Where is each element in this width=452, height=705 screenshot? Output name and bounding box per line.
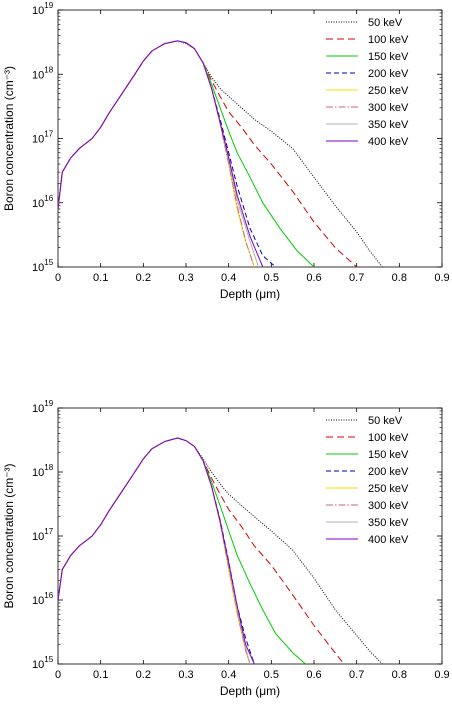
x-tick-label: 0.3 bbox=[178, 669, 193, 681]
legend-label: 350 keV bbox=[368, 517, 409, 529]
series-line-150-kev bbox=[58, 40, 315, 267]
y-tick-label: 1019 bbox=[32, 399, 54, 415]
legend: 50 keV 100 keV 150 keV 200 keV 250 keV 300 ke… bbox=[326, 415, 409, 546]
series-line-250-kev bbox=[58, 437, 251, 664]
y-tick-label: 1018 bbox=[32, 463, 54, 479]
series-line-300-kev bbox=[58, 40, 255, 267]
y-axis-title: Boron concentration (cm⁻³) bbox=[2, 463, 16, 608]
series-line-100-kev bbox=[58, 437, 345, 664]
legend-label: 350 keV bbox=[368, 119, 409, 131]
series-line-400-kev bbox=[58, 40, 264, 267]
y-axis-title: Boron concentration (cm⁻³) bbox=[2, 66, 16, 211]
x-tick-label: 0 bbox=[55, 272, 61, 284]
legend-label: 200 keV bbox=[368, 466, 409, 478]
y-tick-label: 1017 bbox=[32, 130, 54, 146]
x-axis-title: Depth (μm) bbox=[220, 287, 280, 301]
x-tick-label: 0.1 bbox=[93, 669, 108, 681]
series-line-400-kev bbox=[58, 437, 255, 664]
bottom-chart: 0 0.1 0.2 0.3 0.4 0.5 0.6 0.7 0.8 0.9 1015 1016 1017… bbox=[2, 399, 450, 698]
legend-label: 150 keV bbox=[368, 51, 409, 63]
legend-label: 300 keV bbox=[368, 102, 409, 114]
y-tick-label: 1018 bbox=[32, 65, 54, 81]
x-tick-label: 0.7 bbox=[349, 669, 364, 681]
legend-label: 200 keV bbox=[368, 68, 409, 80]
x-tick-label: 0.2 bbox=[136, 669, 151, 681]
x-tick-label: 0.8 bbox=[392, 669, 407, 681]
series-line-250-kev bbox=[58, 40, 255, 267]
x-tick-label: 0.9 bbox=[434, 669, 449, 681]
x-tick-label: 0.6 bbox=[306, 669, 321, 681]
series-line-200-kev bbox=[58, 40, 276, 267]
x-axis-title: Depth (μm) bbox=[220, 684, 280, 698]
x-tick-label: 0.6 bbox=[306, 272, 321, 284]
legend-label: 50 keV bbox=[368, 415, 403, 427]
series-line-350-kev bbox=[58, 40, 259, 267]
series-line-50-kev bbox=[58, 437, 383, 664]
legend-label: 250 keV bbox=[368, 483, 409, 495]
top-chart: 0 0.1 0.2 0.3 0.4 0.5 0.6 0.7 0.8 0.9 1015 1016 1017… bbox=[2, 1, 450, 301]
series-line-50-kev bbox=[58, 40, 383, 267]
x-tick-label: 0 bbox=[55, 669, 61, 681]
x-tick-label: 0.4 bbox=[221, 669, 236, 681]
series-group bbox=[58, 40, 383, 267]
x-tick-label: 0.9 bbox=[434, 272, 449, 284]
y-tick-label: 1016 bbox=[32, 591, 54, 607]
series-line-150-kev bbox=[58, 437, 306, 664]
legend-label: 100 keV bbox=[368, 432, 409, 444]
legend-label: 400 keV bbox=[368, 136, 409, 148]
x-tick-label: 0.3 bbox=[178, 272, 193, 284]
series-line-300-kev bbox=[58, 437, 251, 664]
y-tick-label: 1017 bbox=[32, 527, 54, 543]
x-tick-label: 0.7 bbox=[349, 272, 364, 284]
y-tick-label: 1015 bbox=[32, 258, 54, 274]
x-tick-label: 0.2 bbox=[136, 272, 151, 284]
x-tick-label: 0.5 bbox=[264, 669, 279, 681]
legend-label: 100 keV bbox=[368, 34, 409, 46]
y-tick-label: 1015 bbox=[32, 655, 54, 671]
legend-label: 400 keV bbox=[368, 534, 409, 546]
series-group bbox=[58, 437, 383, 664]
legend-label: 250 keV bbox=[368, 85, 409, 97]
legend: 50 keV 100 keV 150 keV 200 keV 250 keV 300 ke… bbox=[326, 17, 409, 148]
y-tick-label: 1016 bbox=[32, 194, 54, 210]
series-line-350-kev bbox=[58, 437, 251, 664]
y-tick-label: 1019 bbox=[32, 1, 54, 17]
x-tick-label: 0.8 bbox=[392, 272, 407, 284]
x-tick-label: 0.5 bbox=[264, 272, 279, 284]
x-tick-label: 0.1 bbox=[93, 272, 108, 284]
legend-label: 300 keV bbox=[368, 500, 409, 512]
legend-label: 50 keV bbox=[368, 17, 403, 29]
x-tick-label: 0.4 bbox=[221, 272, 236, 284]
legend-label: 150 keV bbox=[368, 449, 409, 461]
